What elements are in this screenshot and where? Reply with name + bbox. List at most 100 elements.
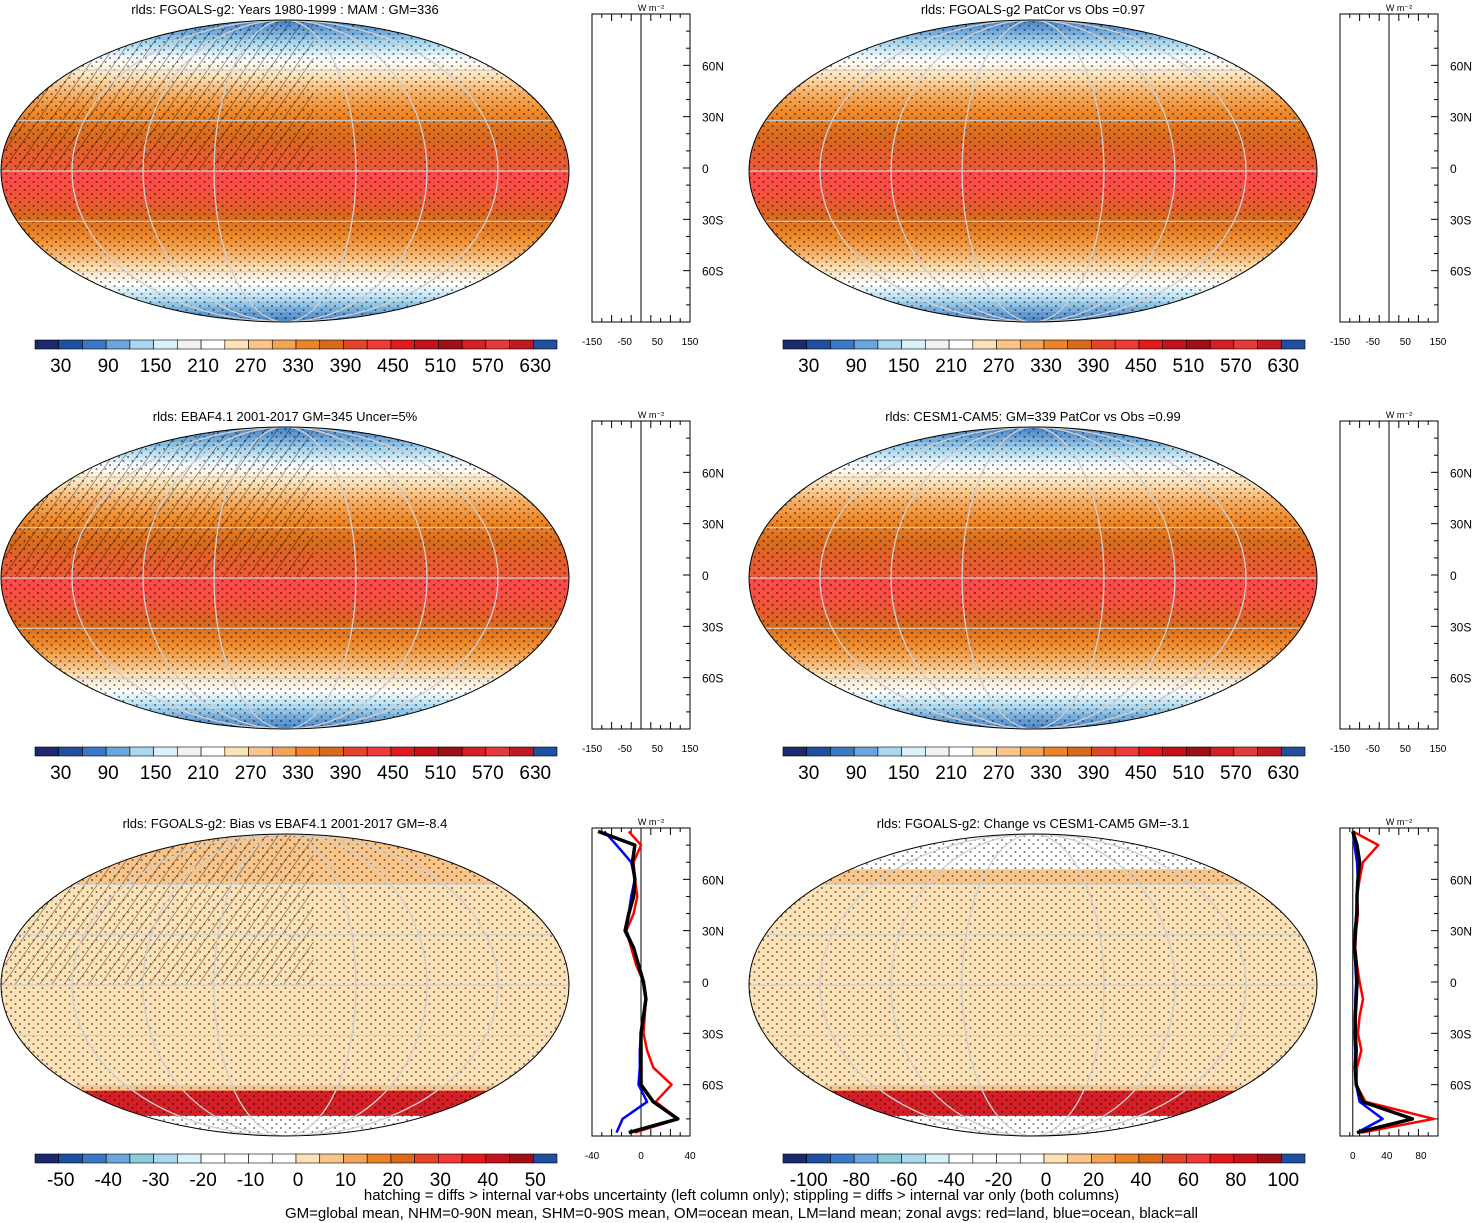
footer-note-hatching: hatching = diffs > internal var+obs unce…: [363, 1187, 1120, 1204]
zonal-mean-plot: W m⁻² -40 0 40 60N 30N 0 30S 60S: [585, 817, 724, 1162]
zonal-x-tick-label: 50: [652, 337, 664, 348]
map-outline: [748, 833, 1318, 1137]
lat-tick-label: 30S: [1450, 213, 1471, 227]
colorbar: [34, 746, 558, 757]
colorbar-tick-label: 450: [1125, 763, 1157, 784]
panel-title: rlds: FGOALS-g2: Change vs CESM1-CAM5 GM…: [876, 816, 1190, 831]
colorbar-tick-label: 40: [1130, 1170, 1151, 1191]
map-outline: [0, 19, 570, 323]
colorbar-tick-label: 150: [888, 763, 920, 784]
colorbar-tick-label: 330: [282, 356, 314, 377]
colorbar-tick-label: 150: [888, 356, 920, 377]
zonal-x-tick-label: 40: [1381, 1151, 1393, 1162]
colorbar-tick-label: 570: [1220, 356, 1252, 377]
map-outline: [0, 426, 570, 730]
colorbar-tick-label: 80: [1225, 1170, 1246, 1191]
zonal-x-tick-label: -50: [617, 337, 632, 348]
panel-4: 30 90 150 210 270 330 390 450 510 570 630 W m⁻² -150…: [748, 407, 1483, 807]
lat-tick-label: 60S: [1450, 1079, 1471, 1093]
colorbar-tick-label: -40: [94, 1170, 121, 1191]
zonal-x-tick-label: 80: [1415, 1151, 1427, 1162]
hatching-overlay: [1, 427, 314, 578]
colorbar: [34, 1153, 558, 1164]
colorbar-tick-label: 210: [187, 356, 219, 377]
lat-tick-label: 30S: [1450, 620, 1471, 634]
lat-tick-label: 30N: [702, 925, 724, 939]
colorbar: [782, 1153, 1306, 1164]
zonal-unit-label: W m⁻²: [638, 817, 664, 827]
map-outline: [748, 19, 1318, 323]
zonal-x-tick-label: -150: [1330, 744, 1350, 755]
colorbar-tick-label: 570: [472, 763, 504, 784]
lat-tick-label: 0: [702, 162, 709, 176]
lat-tick-label: 30S: [702, 213, 723, 227]
zonal-x-tick-label: 0: [638, 1151, 644, 1162]
colorbar-tick-label: 90: [846, 763, 867, 784]
colorbar-tick-label: 630: [1267, 763, 1299, 784]
zonal-mean-plot: W m⁻² -150 -50 50 150 60N 30N 0 30S 60S: [582, 410, 724, 755]
colorbar-tick-label: 30: [50, 356, 71, 377]
panel-3: 30 90 150 210 270 330 390 450 510 570 630 W m⁻² -150…: [0, 407, 740, 807]
panel-title: rlds: FGOALS-g2: Bias vs EBAF4.1 2001-20…: [122, 816, 448, 831]
colorbar-tick-label: 50: [525, 1170, 546, 1191]
colorbar-tick-label: 90: [846, 356, 867, 377]
colorbar: [782, 746, 1306, 757]
panel-2: 30 90 150 210 270 330 390 450 510 570 630 W m⁻² -150…: [748, 0, 1483, 400]
zonal-x-tick-label: 150: [682, 337, 699, 348]
hatching-overlay: [1, 834, 314, 985]
lat-tick-label: 0: [702, 976, 709, 990]
panel-graphic: 30 90 150 210 270 330 390 450 510 570 630 W m⁻² -150…: [748, 410, 1472, 784]
zonal-x-tick-label: 50: [1400, 744, 1412, 755]
lat-tick-label: 0: [702, 569, 709, 583]
colorbar: [34, 339, 558, 350]
zonal-unit-label: W m⁻²: [638, 3, 664, 13]
colorbar-tick-label: 20: [1083, 1170, 1104, 1191]
colorbar-tick-label: 210: [935, 763, 967, 784]
colorbar-tick-label: 20: [382, 1170, 403, 1191]
colorbar-tick-label: 0: [1041, 1170, 1052, 1191]
lat-tick-label: 60N: [702, 59, 724, 73]
colorbar-tick-label: 570: [1220, 763, 1252, 784]
colorbar-tick-label: 30: [50, 763, 71, 784]
colorbar-tick-label: 90: [98, 763, 119, 784]
zonal-x-tick-label: 150: [682, 744, 699, 755]
colorbar-tick-label: -100: [790, 1170, 828, 1191]
map-field: [749, 427, 1317, 729]
zonal-x-tick-label: 40: [684, 1151, 696, 1162]
colorbar-tick-label: 210: [935, 356, 967, 377]
colorbar-tick-label: 30: [798, 356, 819, 377]
colorbar-tick-label: 510: [1173, 763, 1205, 784]
lat-tick-label: 30N: [702, 111, 724, 125]
colorbar-tick-label: 630: [519, 763, 551, 784]
colorbar-tick-label: 210: [187, 763, 219, 784]
lat-tick-label: 60S: [1450, 672, 1471, 686]
zonal-unit-label: W m⁻²: [638, 410, 664, 420]
zonal-mean-plot: W m⁻² -150 -50 50 150 60N 30N 0 30S 60S: [1330, 3, 1472, 348]
lat-tick-label: 0: [1450, 162, 1457, 176]
lat-tick-label: 60S: [702, 1079, 723, 1093]
lat-tick-label: 30S: [702, 1027, 723, 1041]
lat-tick-label: 60S: [1450, 265, 1471, 279]
panel-graphic: -100 -80 -60 -40 -20 0 20 40 60 80 100 W m⁻² 0 40 80 60…: [748, 817, 1472, 1191]
colorbar-tick-label: 630: [519, 356, 551, 377]
colorbar-tick-label: 270: [983, 763, 1015, 784]
zonal-x-tick-label: -150: [582, 337, 602, 348]
zonal-x-tick-label: -40: [585, 1151, 600, 1162]
zonal-line-land: [1352, 830, 1435, 1134]
map-field: [749, 20, 1317, 322]
lat-tick-label: 60N: [702, 466, 724, 480]
colorbar-tick-label: 150: [140, 763, 172, 784]
colorbar-tick-label: 450: [377, 356, 409, 377]
zonal-mean-plot: W m⁻² 0 40 80 60N 30N 0 30S 60S: [1339, 817, 1472, 1162]
panel-graphic: 30 90 150 210 270 330 390 450 510 570 630 W m⁻² -150…: [748, 3, 1472, 377]
colorbar-tick-label: 30: [798, 763, 819, 784]
panel-title: rlds: CESM1-CAM5: GM=339 PatCor vs Obs =…: [885, 409, 1181, 424]
lat-tick-label: 30S: [1450, 1027, 1471, 1041]
lat-tick-label: 60S: [702, 265, 723, 279]
colorbar-tick-label: 390: [1078, 356, 1110, 377]
lat-tick-label: 30N: [1450, 111, 1472, 125]
panel-title: rlds: FGOALS-g2 PatCor vs Obs =0.97: [920, 2, 1146, 17]
map-field: [1, 20, 569, 322]
colorbar-tick-label: 90: [98, 356, 119, 377]
map-outline: [748, 426, 1318, 730]
